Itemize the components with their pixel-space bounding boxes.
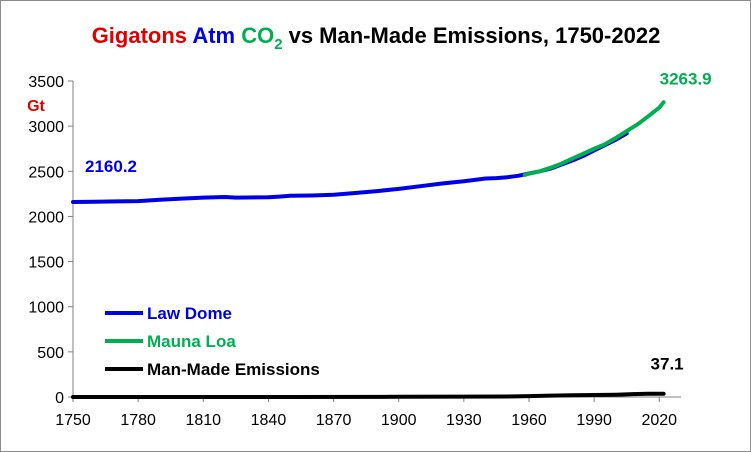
- series-line-mauna-loa: [522, 100, 666, 177]
- y-axis-ticks: 0 500 1000 1500 2000 2500 3000 3500: [28, 74, 73, 407]
- data-label-37-1: 37.1: [651, 355, 684, 374]
- x-tick-label: 1780: [120, 412, 156, 429]
- x-axis-ticks: 1750 1780 1810 1840 1870 1900 1930 1960 1990 2020: [55, 397, 677, 429]
- y-axis-unit-label: Gt: [27, 98, 45, 115]
- y-tick-label: 2500: [28, 164, 64, 181]
- title-rest: vs Man-Made Emissions, 1750-2022: [289, 23, 661, 48]
- y-tick-label: 3000: [28, 119, 64, 136]
- data-label-3263-9: 3263.9: [660, 69, 712, 88]
- legend-label-mauna-loa: Mauna Loa: [147, 332, 236, 351]
- title-co2-subscript: 2: [274, 36, 282, 53]
- series-line-law-dome: [71, 131, 629, 204]
- series-lines: [71, 100, 666, 399]
- data-label-2160-2: 2160.2: [85, 157, 137, 176]
- series-line-man-made-emissions: [71, 391, 666, 399]
- title-atm: Atm: [192, 23, 235, 48]
- chart-title: Gigatons Atm CO2 vs Man-Made Emissions, 1…: [92, 23, 661, 53]
- y-tick-label: 1000: [28, 300, 64, 317]
- x-tick-label: 1870: [316, 412, 352, 429]
- x-tick-label: 1900: [381, 412, 417, 429]
- x-tick-label: 1750: [55, 412, 91, 429]
- x-tick-label: 1840: [251, 412, 287, 429]
- x-tick-label: 1990: [576, 412, 612, 429]
- legend: Law Dome Mauna Loa Man-Made Emissions: [105, 304, 320, 379]
- y-tick-label: 1500: [28, 255, 64, 272]
- x-tick-label: 1960: [511, 412, 547, 429]
- y-tick-label: 2000: [28, 209, 64, 226]
- legend-label-law-dome: Law Dome: [147, 304, 232, 323]
- y-tick-label: 0: [55, 390, 64, 407]
- title-gigatons: Gigatons: [92, 23, 187, 48]
- x-tick-label: 1930: [446, 412, 482, 429]
- x-tick-label: 1810: [185, 412, 221, 429]
- y-tick-label: 500: [37, 345, 64, 362]
- data-annotations: 2160.2 3263.9 37.1: [85, 69, 712, 373]
- legend-label-man-made-emissions: Man-Made Emissions: [147, 360, 320, 379]
- y-tick-label: 3500: [28, 74, 64, 91]
- title-co: CO: [241, 23, 274, 48]
- x-tick-label: 2020: [641, 412, 677, 429]
